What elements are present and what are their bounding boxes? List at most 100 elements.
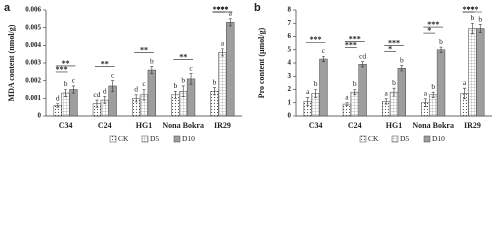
significance-stars: *** (462, 5, 474, 14)
significance-letter: b (353, 79, 357, 88)
legend-swatch (391, 135, 399, 143)
significance-stars: *** (427, 20, 439, 29)
significance-letter: a (424, 88, 428, 97)
error-bar (111, 80, 115, 92)
y-tick-label: 0.003 (25, 59, 41, 67)
error-bar (306, 97, 310, 106)
bar (358, 64, 367, 117)
significance-letter: c (111, 70, 115, 79)
error-bar (361, 61, 365, 68)
significance-stars: * (388, 44, 392, 53)
significance-stars: ** (62, 59, 70, 68)
error-bar (220, 48, 224, 57)
significance-letter: b (439, 37, 443, 46)
panel-label: a (4, 2, 11, 14)
significance-letter: b (471, 13, 475, 22)
significance-stars: *** (349, 35, 361, 44)
bar (436, 49, 446, 117)
y-tick-label: 0.005 (25, 23, 41, 31)
x-tick-label: IR29 (464, 121, 481, 130)
x-tick-label: HG1 (386, 121, 402, 130)
significance-stars: *** (216, 5, 228, 14)
significance-stars: *** (345, 41, 357, 50)
error-bar (384, 98, 388, 105)
y-tick-label: 0.006 (25, 6, 41, 14)
significance-letter: b (150, 56, 154, 65)
significance-letter: b (181, 76, 185, 85)
significance-stars: *** (466, 5, 478, 14)
significance-letter: b (64, 79, 68, 88)
error-bar (103, 96, 107, 104)
x-tick-label: HG1 (136, 121, 152, 130)
bar (226, 22, 235, 117)
y-tick-label: 7 (288, 19, 292, 27)
significance-letter: b (314, 79, 318, 88)
error-bar (56, 103, 60, 108)
significance-letter: d (103, 86, 107, 95)
significance-letter: b (392, 78, 396, 87)
y-axis-title: Pro content (μmol/g) (257, 27, 266, 98)
error-bar (470, 22, 474, 35)
error-bar (150, 66, 154, 74)
significance-letter: cd (359, 51, 366, 60)
significance-stars: ** (140, 45, 148, 54)
error-bar (345, 102, 349, 106)
y-tick-label: 0.002 (25, 76, 41, 84)
significance-stars: *** (216, 5, 228, 14)
error-bar (439, 46, 443, 53)
significance-stars: ** (179, 52, 187, 61)
y-tick-label: 6 (288, 32, 292, 40)
y-axis-title: MDA content (nmol/g) (7, 24, 16, 101)
error-bar (431, 91, 435, 98)
bar (476, 28, 485, 117)
error-bar (321, 56, 325, 62)
x-tick-label: C34 (309, 121, 323, 130)
error-bar (64, 89, 68, 97)
significance-letter: a (345, 92, 349, 101)
legend-swatch (141, 135, 149, 143)
y-tick-label: 5 (288, 45, 292, 53)
significance-letter: b (478, 14, 482, 23)
bar (342, 103, 352, 117)
error-bar (314, 89, 318, 98)
legend-swatch (173, 135, 181, 143)
x-tick-label: C24 (98, 121, 112, 130)
legend-label: D10 (182, 134, 195, 143)
y-tick-label: 0.004 (25, 41, 41, 49)
bar (429, 94, 438, 117)
significance-letter: d (56, 93, 60, 102)
legend-label: CK (368, 134, 379, 143)
bar (468, 28, 477, 117)
legend-swatch (109, 135, 117, 143)
error-bar (134, 94, 138, 103)
error-bar (181, 85, 185, 97)
significance-letter: b (173, 81, 177, 90)
significance-stars: ** (101, 59, 109, 68)
bar (397, 68, 407, 117)
error-bar (478, 24, 482, 33)
bar (147, 69, 157, 117)
significance-letter: c (72, 76, 76, 85)
error-bar (189, 73, 193, 85)
significance-letter: c (142, 79, 146, 88)
significance-stars: *** (310, 35, 322, 44)
significance-stars: *** (212, 5, 224, 14)
legend-label: D5 (400, 134, 409, 143)
y-tick-label: 2 (288, 85, 292, 93)
error-bar (463, 87, 467, 100)
y-tick-label: 0 (38, 112, 42, 120)
error-bar (400, 65, 404, 72)
y-tick-label: 1 (288, 98, 292, 106)
error-bar (353, 89, 357, 96)
bar (218, 52, 227, 117)
significance-stars: *** (388, 38, 400, 47)
y-tick-label: 0 (288, 112, 292, 120)
bar (69, 89, 78, 117)
y-tick-label: 0.001 (25, 94, 41, 102)
significance-letter: cd (93, 90, 100, 99)
figure: a MDA content (nmol/g) 0 0.001 0.002 0.003 0.0… (4, 2, 492, 143)
legend-swatch (423, 135, 431, 143)
error-bar (228, 18, 232, 27)
significance-letter: b (431, 82, 435, 91)
significance-letter: b (213, 77, 217, 86)
